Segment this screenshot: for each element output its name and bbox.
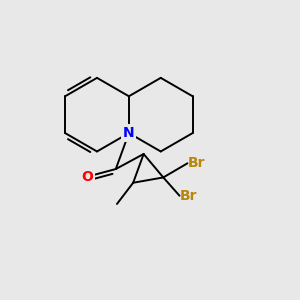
Text: N: N bbox=[123, 126, 135, 140]
Text: Br: Br bbox=[188, 156, 205, 170]
Text: O: O bbox=[81, 170, 93, 184]
Text: Br: Br bbox=[179, 189, 197, 203]
